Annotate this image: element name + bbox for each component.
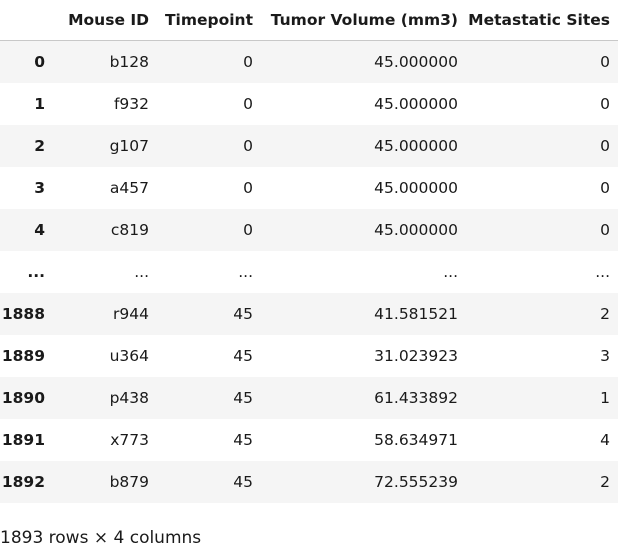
header-tumor-volume: Tumor Volume (mm3) [261,0,466,41]
row-index: 1 [34,95,45,113]
cell-tumor-volume: 45.000000 [374,221,458,239]
cell-tumor-volume: 45.000000 [374,95,458,113]
cell-timepoint: 0 [243,179,253,197]
table-row: 1890 p438 45 61.433892 1 [0,377,618,419]
cell-timepoint: 0 [243,95,253,113]
cell-tumor-volume: ... [443,263,458,281]
table-row: 1888 r944 45 41.581521 2 [0,293,618,335]
cell-tumor-volume: 45.000000 [374,179,458,197]
cell-metastatic-sites: 2 [600,473,610,491]
cell-metastatic-sites: 0 [600,179,610,197]
cell-timepoint: ... [238,263,253,281]
table-row: ............... [0,251,618,293]
cell-metastatic-sites: 2 [600,305,610,323]
cell-metastatic-sites: 0 [600,221,610,239]
cell-tumor-volume: 45.000000 [374,137,458,155]
table-row: 1892 b879 45 72.555239 2 [0,461,618,503]
table-row: 4 c819 0 45.000000 0 [0,209,618,251]
cell-timepoint: 45 [233,431,253,449]
cell-timepoint: 45 [233,389,253,407]
cell-mouse-id: a457 [109,179,149,197]
row-index: 1891 [1,431,45,449]
cell-metastatic-sites: ... [595,263,610,281]
row-index: 4 [34,221,45,239]
row-index: 1889 [1,347,45,365]
cell-mouse-id: g107 [109,137,149,155]
cell-tumor-volume: 61.433892 [374,389,458,407]
dataframe-output: Mouse ID Timepoint Tumor Volume (mm3) Me… [0,0,618,548]
cell-timepoint: 0 [243,137,253,155]
table-row: 3 a457 0 45.000000 0 [0,167,618,209]
row-index: 2 [34,137,45,155]
cell-metastatic-sites: 4 [600,431,610,449]
cell-timepoint: 0 [243,53,253,71]
table-row: 0 b128 0 45.000000 0 [0,40,618,83]
row-index: 3 [34,179,45,197]
cell-metastatic-sites: 0 [600,53,610,71]
cell-mouse-id: u364 [109,347,149,365]
dataframe-table: Mouse ID Timepoint Tumor Volume (mm3) Me… [0,0,618,503]
cell-metastatic-sites: 0 [600,137,610,155]
row-index: 0 [34,53,45,71]
cell-mouse-id: p438 [109,389,149,407]
header-metastatic-sites: Metastatic Sites [466,0,618,41]
cell-tumor-volume: 72.555239 [374,473,458,491]
row-index: 1892 [1,473,45,491]
cell-mouse-id: x773 [110,431,149,449]
cell-timepoint: 45 [233,305,253,323]
table-row: 1891 x773 45 58.634971 4 [0,419,618,461]
cell-metastatic-sites: 3 [600,347,610,365]
dataframe-shape-label: 1893 rows × 4 columns [0,528,202,548]
cell-mouse-id: b879 [109,473,149,491]
header-mouse-id: Mouse ID [58,0,157,41]
row-index: ... [27,263,45,281]
header-row: Mouse ID Timepoint Tumor Volume (mm3) Me… [0,0,618,41]
table-row: 1 f932 0 45.000000 0 [0,83,618,125]
cell-timepoint: 45 [233,347,253,365]
header-index [0,0,58,41]
cell-timepoint: 0 [243,221,253,239]
cell-tumor-volume: 45.000000 [374,53,458,71]
cell-mouse-id: c819 [110,221,149,239]
row-index: 1888 [1,305,45,323]
table-body: 0 b128 0 45.000000 0 1 f932 0 45.000000 0 2 g107 0 45… [0,40,618,503]
cell-mouse-id: f932 [113,95,149,113]
cell-tumor-volume: 58.634971 [374,431,458,449]
cell-tumor-volume: 41.581521 [374,305,458,323]
table-row: 1889 u364 45 31.023923 3 [0,335,618,377]
cell-mouse-id: r944 [113,305,149,323]
cell-mouse-id: b128 [109,53,149,71]
cell-timepoint: 45 [233,473,253,491]
cell-tumor-volume: 31.023923 [374,347,458,365]
cell-metastatic-sites: 0 [600,95,610,113]
table-row: 2 g107 0 45.000000 0 [0,125,618,167]
table-header: Mouse ID Timepoint Tumor Volume (mm3) Me… [0,0,618,41]
cell-mouse-id: ... [134,263,149,281]
row-index: 1890 [1,389,45,407]
cell-metastatic-sites: 1 [600,389,610,407]
header-timepoint: Timepoint [157,0,261,41]
